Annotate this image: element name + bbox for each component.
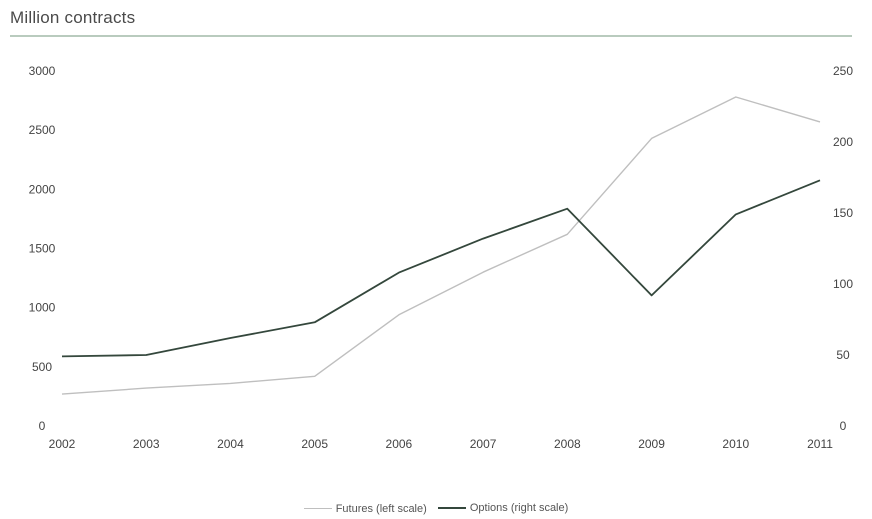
x-tick-label: 2007 — [470, 437, 497, 451]
series-lines — [61, 96, 821, 395]
legend-item-futures: Futures (left scale) — [303, 502, 427, 515]
legend-label-futures: Futures (left scale) — [335, 502, 427, 515]
x-tick-label: 2006 — [386, 437, 413, 451]
right-tick-label: 200 — [833, 135, 853, 149]
right-axis-ticks: 0 50 100 150 200 250 — [833, 64, 853, 433]
right-tick-label: 150 — [833, 206, 853, 220]
legend-item-options: Options (right scale) — [437, 502, 569, 514]
left-tick-label: 1500 — [29, 242, 56, 256]
left-tick-label: 0 — [39, 419, 46, 433]
x-tick-label: 2003 — [133, 437, 160, 451]
x-tick-label: 2008 — [554, 437, 581, 451]
x-tick-label: 2011 — [807, 437, 833, 451]
legend: Futures (left scale) Options (right scal… — [0, 500, 872, 515]
right-tick-label: 250 — [833, 64, 853, 78]
series-line-options — [61, 179, 821, 358]
legend-swatch-futures — [303, 508, 332, 509]
x-tick-label: 2005 — [301, 437, 328, 451]
series-line-futures — [61, 96, 821, 395]
x-tick-label: 2002 — [49, 437, 76, 451]
left-tick-label: 3000 — [29, 64, 56, 78]
x-tick-label: 2009 — [638, 437, 665, 451]
left-axis-ticks: 0 500 1000 1500 2000 2500 3000 — [29, 64, 56, 433]
chart-title: Million contracts — [10, 8, 136, 27]
x-tick-label: 2010 — [722, 437, 749, 451]
left-tick-label: 2500 — [29, 123, 56, 137]
left-tick-label: 1000 — [29, 301, 56, 315]
left-tick-label: 500 — [32, 360, 52, 374]
left-tick-label: 2000 — [29, 182, 56, 196]
right-tick-label: 50 — [836, 348, 850, 362]
right-tick-label: 0 — [840, 419, 847, 433]
x-axis-ticks: 2002 2003 2004 2005 2006 2007 2008 2009 2010 2011 — [49, 437, 834, 451]
right-tick-label: 100 — [833, 277, 853, 291]
title-divider — [10, 35, 852, 37]
legend-swatch-options — [437, 507, 466, 509]
x-tick-label: 2004 — [217, 437, 244, 451]
legend-label-options: Options (right scale) — [469, 502, 569, 514]
